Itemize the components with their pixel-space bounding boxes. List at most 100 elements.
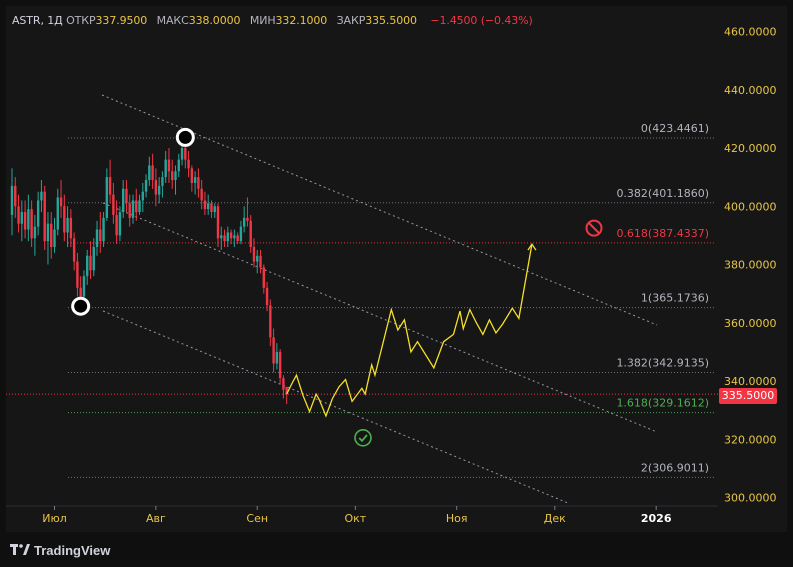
y-axis-tick-label: 460.0000: [724, 26, 777, 39]
fib-level-label: 0(423.4461): [641, 122, 709, 135]
high-pivot-marker: [175, 127, 195, 147]
candle-body: [72, 238, 76, 262]
low-pivot-marker: [71, 296, 91, 316]
candle-body: [157, 185, 161, 195]
change-value: −1.4500 (−0.43%): [430, 14, 533, 27]
candle-body: [108, 177, 112, 195]
candle-body: [252, 247, 256, 262]
candle-body: [125, 188, 128, 204]
candle-body: [278, 351, 282, 379]
low-label: МИН: [249, 14, 276, 27]
x-axis-tick-label: Июл: [42, 512, 67, 525]
y-axis-tick-label: 440.0000: [724, 84, 777, 97]
candle-body: [128, 203, 131, 218]
candle-body: [89, 255, 92, 271]
candle-body: [82, 276, 86, 297]
channel-line: [101, 94, 658, 326]
open-label: ОТКР: [66, 14, 96, 27]
y-axis-tick-label: 420.0000: [724, 142, 777, 155]
candle-body: [256, 255, 259, 262]
chart-panel[interactable]: [6, 6, 787, 532]
candle-body: [236, 235, 239, 242]
close-value: 335.5000: [365, 14, 417, 27]
low-value: 332.1000: [275, 14, 328, 27]
channel-line: [102, 202, 658, 433]
high-value: 338.0000: [188, 14, 241, 27]
brand-name: TradingView: [34, 542, 111, 558]
candle-body: [50, 223, 53, 248]
candle-body: [184, 148, 187, 160]
candle-body: [40, 191, 43, 201]
candle-body: [180, 148, 184, 160]
candle-body: [272, 337, 275, 364]
candle-body: [99, 229, 102, 242]
check-circle-icon: [354, 428, 372, 447]
candle-body: [282, 378, 285, 390]
candle-body: [174, 171, 177, 181]
symbol-info-header[interactable]: ASTR, 1Д ОТКР337.9500 МАКС338.0000 МИН33…: [12, 14, 533, 27]
candle-body: [63, 206, 66, 233]
x-axis-tick-label: Окт: [344, 512, 366, 525]
fib-level-label: 2(306.9011): [641, 461, 709, 474]
candle-body: [167, 159, 171, 172]
candle-body: [229, 232, 233, 239]
y-axis-tick-label: 320.0000: [724, 433, 777, 446]
fib-level-label: 1(365.1736): [641, 292, 709, 305]
prohibited-slash: [588, 222, 600, 235]
candle-body: [200, 188, 203, 201]
tradingview-brand[interactable]: TradingView: [10, 540, 110, 560]
candle-body: [164, 159, 167, 178]
candle-body: [131, 200, 135, 218]
x-axis-tick-label: 2026: [641, 512, 672, 525]
open-value: 337.9500: [95, 14, 148, 27]
candle-body: [20, 212, 24, 224]
fib-level-label: 1.382(342.9135): [616, 357, 709, 370]
candle-body: [30, 209, 33, 239]
candle-body: [210, 203, 213, 213]
candle-body: [53, 229, 56, 248]
candle-body: [92, 247, 95, 271]
current-price-tag: 335.5000: [719, 388, 777, 404]
projection-arrowhead: [527, 242, 537, 251]
interval-label[interactable]: 1Д: [47, 14, 63, 27]
x-axis-tick-label: Авг: [146, 512, 166, 525]
candle-body: [118, 212, 122, 236]
check-ring: [354, 428, 372, 447]
channel-line: [102, 310, 569, 504]
x-axis-tick-label: Ноя: [446, 512, 468, 525]
candle-body: [46, 223, 50, 242]
candle-body: [14, 185, 17, 207]
candle-body: [265, 287, 269, 306]
symbol-name[interactable]: ASTR: [12, 14, 41, 27]
prohibited-icon: [585, 219, 603, 237]
close-label: ЗАКР: [336, 14, 366, 27]
candle-body: [138, 200, 141, 213]
fib-level-label: 1.618(329.1612): [616, 397, 709, 410]
candle-body: [207, 203, 210, 210]
candle-body: [43, 191, 46, 242]
candle-body: [17, 206, 20, 224]
candle-body: [187, 159, 190, 169]
candle-body: [141, 191, 144, 201]
candle-body: [115, 214, 118, 236]
candle-body: [10, 185, 14, 215]
candle-body: [36, 200, 40, 227]
high-label: МАКС: [156, 14, 189, 27]
candle-body: [233, 235, 236, 239]
candle-body: [135, 200, 138, 213]
candle-body: [144, 180, 148, 192]
candle-body: [275, 351, 279, 364]
candle-body: [148, 165, 151, 181]
candle-body: [249, 220, 252, 248]
y-axis-tick-label: 300.0000: [724, 492, 777, 505]
candle-body: [86, 255, 89, 277]
candle-body: [259, 255, 262, 268]
candle-body: [27, 209, 30, 230]
prohibited-ring: [585, 219, 603, 237]
candle-body: [56, 197, 59, 230]
candle-body: [59, 197, 63, 207]
candle-body: [33, 226, 37, 239]
candle-body: [121, 188, 125, 213]
candle-body: [76, 261, 79, 288]
